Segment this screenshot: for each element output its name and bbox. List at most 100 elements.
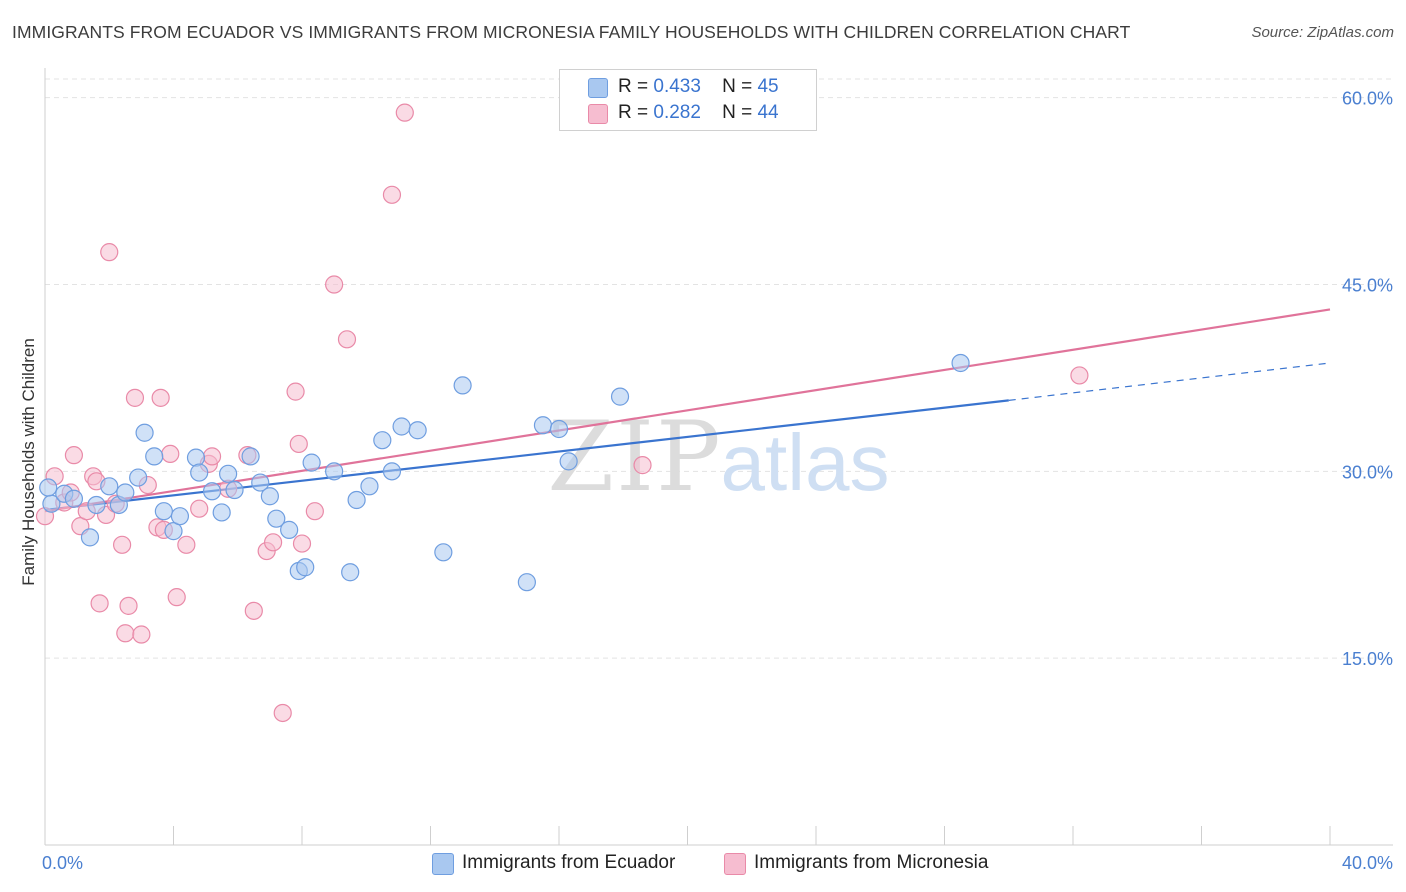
point-micronesia: [202, 447, 222, 466]
point-ecuador: [360, 477, 379, 496]
point-ecuador: [434, 543, 453, 562]
watermark-atlas: atlas: [721, 418, 890, 507]
axes: [44, 68, 1393, 846]
bottom-legend-swatch-ecuador: [432, 853, 454, 875]
legend-n-value-ecuador: 45: [757, 76, 779, 97]
point-ecuador: [154, 502, 173, 521]
point-micronesia: [151, 388, 170, 407]
legend-swatch-ecuador: [588, 78, 608, 98]
point-ecuador: [164, 522, 183, 541]
point-ecuador: [382, 462, 402, 481]
point-ecuador: [347, 490, 366, 510]
point-ecuador: [392, 417, 411, 436]
point-ecuador: [549, 419, 569, 439]
point-ecuador: [280, 520, 299, 539]
y-axis-title: Family Households with Children: [19, 338, 38, 586]
point-micronesia: [305, 502, 324, 521]
point-ecuador: [100, 477, 119, 496]
bottom-legend-swatch-micronesia: [724, 853, 746, 875]
point-ecuador: [39, 478, 58, 497]
point-micronesia: [190, 499, 209, 518]
point-micronesia: [289, 434, 308, 454]
source-label: Source: ZipAtlas.com: [1251, 24, 1394, 41]
y-tick-label: 45.0%: [1342, 276, 1393, 296]
chart-title: IMMIGRANTS FROM ECUADOR VS IMMIGRANTS FR…: [12, 22, 1131, 42]
point-ecuador: [260, 487, 279, 506]
point-ecuador: [951, 353, 970, 373]
y-tick-label: 60.0%: [1342, 89, 1393, 109]
point-ecuador: [267, 509, 286, 528]
point-ecuador: [87, 495, 106, 515]
legend-n-label: N =: [722, 76, 753, 97]
point-ecuador: [145, 447, 164, 466]
point-ecuador: [129, 468, 148, 487]
point-micronesia: [177, 535, 196, 554]
legend-r-value-micronesia: 0.282: [653, 102, 701, 123]
data-points: [35, 103, 1089, 723]
point-ecuador: [212, 503, 231, 522]
point-ecuador: [251, 473, 270, 492]
point-micronesia: [395, 103, 414, 122]
point-micronesia: [116, 624, 135, 643]
point-micronesia: [167, 588, 186, 607]
point-ecuador: [219, 464, 238, 483]
legend-text-micronesia: R = 0.282 N = 44: [618, 102, 779, 124]
point-ecuador: [341, 563, 360, 582]
point-ecuador: [241, 447, 260, 466]
point-ecuador: [296, 558, 315, 577]
point-ecuador: [116, 483, 135, 502]
point-micronesia: [244, 601, 263, 620]
legend-n-value-micronesia: 44: [757, 102, 779, 123]
point-micronesia: [1070, 366, 1089, 385]
point-micronesia: [382, 185, 402, 204]
trend-line-ecuador-extension: [1008, 362, 1331, 401]
point-ecuador: [517, 573, 536, 592]
correlation-legend: R = 0.433 N = 45 R = 0.282 N = 44: [559, 69, 817, 131]
legend-r-label: R =: [618, 76, 649, 97]
bottom-legend-label-ecuador: Immigrants from Ecuador: [462, 852, 676, 873]
point-ecuador: [302, 453, 321, 472]
bottom-legend-label-micronesia: Immigrants from Micronesia: [754, 852, 989, 873]
point-ecuador: [559, 452, 578, 471]
point-micronesia: [119, 596, 138, 615]
point-micronesia: [100, 243, 119, 262]
point-micronesia: [273, 703, 292, 723]
y-tick-label: 15.0%: [1342, 649, 1393, 669]
legend-r-value-ecuador: 0.433: [653, 76, 701, 97]
point-ecuador: [202, 482, 222, 501]
point-ecuador: [408, 421, 427, 440]
point-micronesia: [161, 444, 180, 464]
point-micronesia: [292, 534, 312, 553]
x-label-min: 0.0%: [42, 853, 83, 873]
point-ecuador: [325, 462, 344, 481]
point-ecuador: [186, 448, 206, 467]
point-ecuador: [225, 480, 244, 500]
legend-text-ecuador: R = 0.433 N = 45: [618, 76, 779, 98]
legend-r-label: R =: [618, 102, 649, 123]
point-ecuador: [190, 463, 209, 482]
point-micronesia: [112, 535, 132, 554]
point-micronesia: [633, 456, 652, 475]
point-ecuador: [64, 489, 84, 508]
point-ecuador: [170, 507, 190, 526]
axis-labels: 15.0% 30.0% 45.0% 60.0% 0.0% 40.0% Family Hous…: [19, 89, 1393, 873]
grid-lines: [45, 78, 1393, 659]
x-label-max: 40.0%: [1342, 853, 1393, 873]
point-micronesia: [132, 625, 151, 644]
point-micronesia: [325, 275, 344, 294]
y-tick-label: 30.0%: [1342, 462, 1393, 482]
point-micronesia: [337, 330, 357, 349]
point-ecuador: [135, 423, 154, 442]
point-micronesia: [263, 533, 283, 552]
legend-n-label: N =: [722, 102, 753, 123]
point-micronesia: [286, 382, 305, 401]
legend-swatch-micronesia: [588, 104, 608, 124]
point-ecuador: [610, 387, 630, 406]
point-micronesia: [64, 446, 84, 465]
point-micronesia: [90, 594, 109, 613]
point-ecuador: [453, 376, 472, 395]
point-ecuador: [373, 431, 392, 450]
point-ecuador: [80, 528, 100, 547]
